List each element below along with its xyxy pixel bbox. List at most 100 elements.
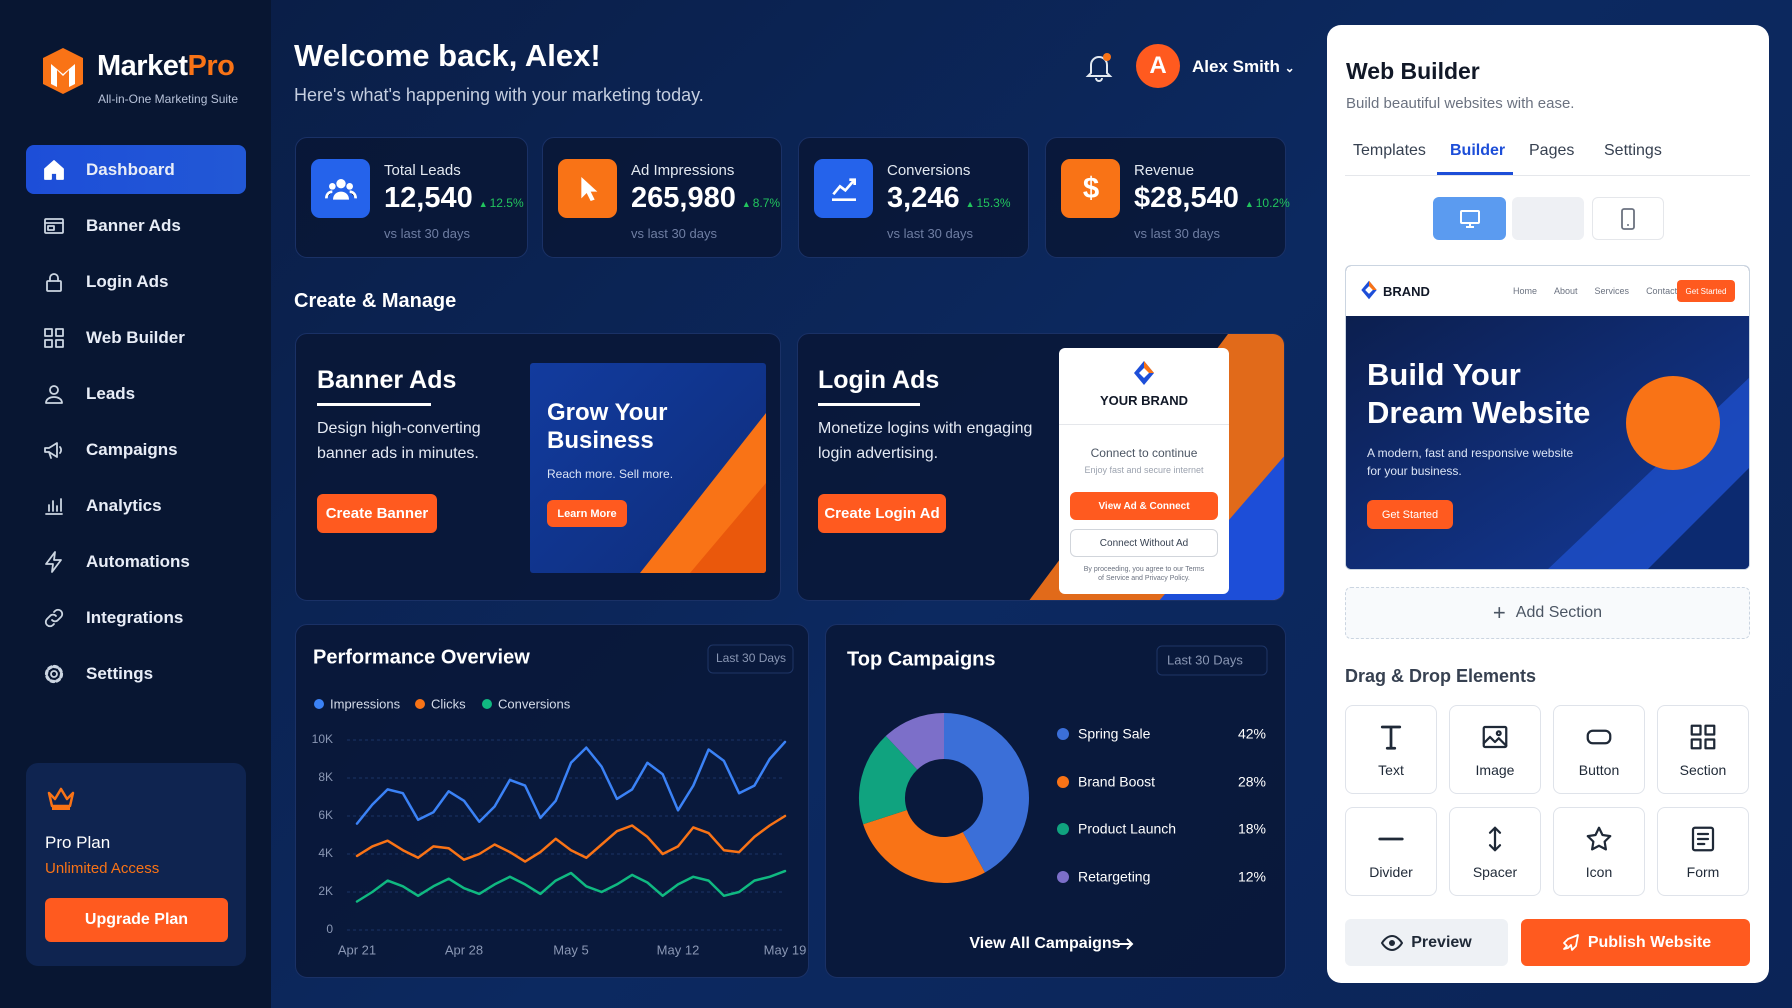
learn-more-button[interactable]: Learn More xyxy=(547,500,627,527)
create-login-button[interactable]: Create Login Ad xyxy=(818,494,946,533)
stat-icon xyxy=(814,159,873,218)
underline xyxy=(317,403,431,406)
y-tick-label: 6K xyxy=(318,808,333,822)
login-preview: YOUR BRAND Connect to continue Enjoy fas… xyxy=(1059,348,1229,594)
section-title: Create & Manage xyxy=(294,290,457,312)
brand-name: Market xyxy=(97,50,188,82)
legend-label: Spring Sale xyxy=(1078,726,1151,742)
element-tile[interactable]: Button xyxy=(1553,705,1645,794)
legend-label: Clicks xyxy=(431,696,466,711)
site-link[interactable]: Contact xyxy=(1646,286,1678,296)
notifications[interactable] xyxy=(1085,52,1113,82)
nav-item[interactable]: Login Ads xyxy=(26,257,246,306)
hero-button[interactable]: Get Started xyxy=(1367,500,1453,529)
nav-item[interactable]: Settings xyxy=(26,649,246,698)
desktop-toggle[interactable] xyxy=(1433,197,1506,240)
view-ad-button[interactable]: View Ad & Connect xyxy=(1070,492,1218,520)
element-label: Divider xyxy=(1369,863,1413,880)
nav-item[interactable]: Integrations xyxy=(26,593,246,642)
stat-card: Conversions 3,246 ▲ 15.3% vs last 30 days xyxy=(798,137,1029,258)
user-menu[interactable]: Alex Smith ⌄ xyxy=(1192,57,1295,77)
preview-label: Preview xyxy=(1411,933,1472,951)
tab[interactable]: Builder xyxy=(1450,142,1506,159)
x-tick-label: May 12 xyxy=(657,942,700,957)
stat-change: 12.5% xyxy=(489,196,524,210)
card-title: Banner Ads xyxy=(317,366,457,394)
nav-label: Settings xyxy=(86,663,154,683)
element-tile[interactable]: Icon xyxy=(1553,807,1645,896)
skip-ad-button[interactable]: Connect Without Ad xyxy=(1070,529,1218,557)
create-banner-button[interactable]: Create Banner xyxy=(317,494,437,533)
element-label: Spacer xyxy=(1472,863,1518,880)
publish-button[interactable]: Publish Website xyxy=(1521,919,1750,966)
element-tile[interactable]: Text xyxy=(1345,705,1437,794)
period-select[interactable] xyxy=(707,644,794,674)
nav-item[interactable]: Web Builder xyxy=(26,313,246,362)
mobile-toggle[interactable] xyxy=(1592,197,1664,240)
banner-shapes xyxy=(640,413,766,573)
element-tile[interactable]: Section xyxy=(1657,705,1749,794)
nav-label: Banner Ads xyxy=(86,215,181,235)
nav-item[interactable]: Analytics xyxy=(26,481,246,530)
element-label: Icon xyxy=(1585,863,1613,880)
hero-shapes xyxy=(1346,316,1749,569)
period-select[interactable] xyxy=(1156,645,1268,676)
element-tile[interactable]: Divider xyxy=(1345,807,1437,896)
donut-segment xyxy=(885,713,946,771)
series-line xyxy=(355,740,787,825)
element-label: Section xyxy=(1679,761,1727,778)
tab[interactable]: Pages xyxy=(1529,142,1575,159)
element-label: Button xyxy=(1578,761,1620,778)
stat-note: vs last 30 days xyxy=(1134,226,1220,241)
value-label: 12% xyxy=(1238,869,1266,885)
stat-icon xyxy=(558,159,617,218)
page-title: Welcome back, Alex! xyxy=(294,38,601,73)
site-link[interactable]: About xyxy=(1554,286,1578,296)
stat-value: 3,246 xyxy=(887,182,960,214)
tablet-toggle[interactable] xyxy=(1512,197,1584,240)
site-nav-button[interactable]: Get Started xyxy=(1677,280,1735,302)
stat-change: 8.7% xyxy=(752,196,781,210)
sidebar: MarketPro All-in-One Marketing Suite Das… xyxy=(0,0,271,1008)
avatar[interactable]: A xyxy=(1136,44,1180,88)
web-builder-panel: Web Builder Build beautiful websites wit… xyxy=(1327,25,1769,983)
nav-label: Web Builder xyxy=(86,327,185,347)
donut-segment xyxy=(942,713,1029,873)
site-link[interactable]: Services xyxy=(1594,286,1630,296)
plan-status: Unlimited Access xyxy=(45,860,160,877)
legend-label: Brand Boost xyxy=(1078,774,1155,790)
legend-swatch xyxy=(314,699,324,709)
brand-accent: Pro xyxy=(187,50,235,82)
preview-brand: YOUR BRAND xyxy=(1099,393,1189,408)
nav-item[interactable]: Leads xyxy=(26,369,246,418)
element-tile[interactable]: Form xyxy=(1657,807,1749,896)
elements-title: Drag & Drop Elements xyxy=(1345,666,1537,686)
performance-chart: Performance Overview Last 30 Days 0 2K 4K 6… xyxy=(312,644,806,957)
nav-label: Campaigns xyxy=(86,439,178,459)
nav-item[interactable]: Banner Ads xyxy=(26,201,246,250)
chart-title: Performance Overview xyxy=(313,646,530,668)
tab[interactable]: Settings xyxy=(1604,142,1662,159)
logo xyxy=(43,48,83,94)
preview-heading: Connect to continue xyxy=(1090,446,1198,460)
preview-button[interactable]: Preview xyxy=(1345,919,1508,966)
hero-description: A modern, fast and responsive website fo… xyxy=(1367,446,1574,478)
add-section[interactable]: + Add Section xyxy=(1345,587,1750,639)
nav-item[interactable]: Automations xyxy=(26,537,246,586)
upgrade-button[interactable]: Upgrade Plan xyxy=(45,898,228,942)
view-all-link[interactable]: View All Campaigns xyxy=(969,935,1120,952)
legend-swatch xyxy=(1057,728,1069,740)
site-link[interactable]: Home xyxy=(1513,286,1538,296)
tab[interactable]: Templates xyxy=(1353,142,1426,159)
legend-label: Impressions xyxy=(330,696,401,711)
element-tile[interactable]: Image xyxy=(1449,705,1541,794)
element-tile[interactable]: Spacer xyxy=(1449,807,1541,896)
add-section-label: Add Section xyxy=(1515,604,1603,621)
stat-label: Revenue xyxy=(1134,162,1195,179)
stat-label: Conversions xyxy=(887,162,971,179)
nav-item[interactable]: Campaigns xyxy=(26,425,246,474)
panel-title: Web Builder xyxy=(1346,58,1480,84)
nav-item[interactable]: Dashboard xyxy=(26,145,246,194)
crown-icon xyxy=(47,787,75,810)
stat-row: 12,540 ▲ 12.5% xyxy=(384,182,524,215)
